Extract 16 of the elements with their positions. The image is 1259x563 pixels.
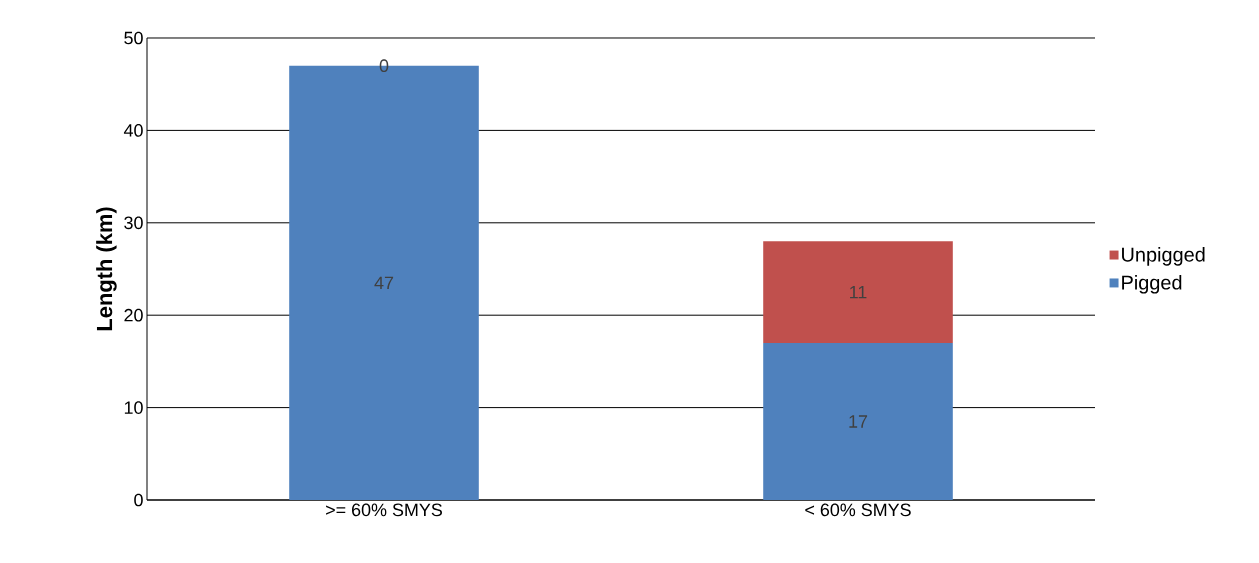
data-label: 11	[850, 285, 867, 299]
y-tick-label: 10	[124, 401, 143, 414]
y-tick-label: 50	[124, 31, 143, 45]
bar	[763, 342, 953, 500]
y-tick-label: 20	[124, 308, 143, 322]
y-tick-label: 30	[124, 216, 143, 230]
legend-label: Unpigged	[1122, 247, 1205, 266]
y-axis-title: Length (km)	[96, 207, 117, 331]
y-tick-label: 40	[123, 124, 143, 137]
legend-label: Pigged	[1122, 274, 1182, 294]
y-tick-label: 0	[134, 493, 143, 507]
x-tick-label: >= 60% SMYS	[326, 503, 442, 517]
x-tick-label: < 60% SMYS	[805, 503, 911, 517]
data-label: 17	[849, 415, 868, 428]
bar	[763, 241, 953, 343]
data-label: 47	[374, 276, 394, 290]
